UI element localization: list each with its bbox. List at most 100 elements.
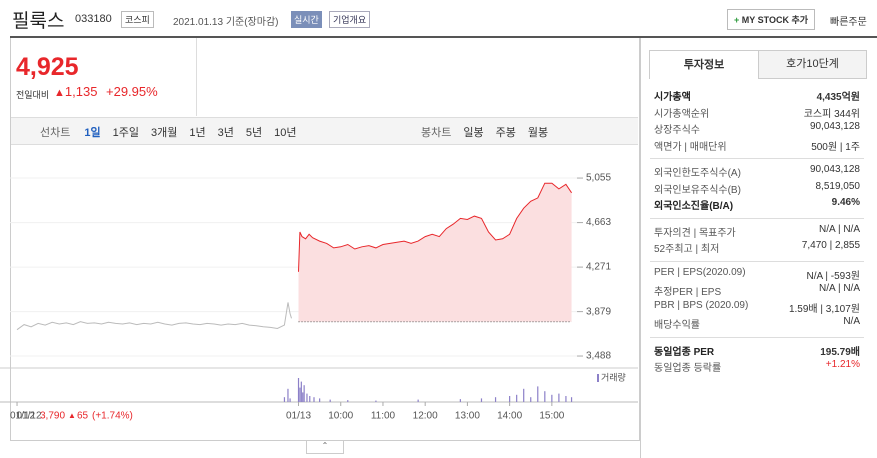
info-value: N/A | N/A bbox=[819, 283, 860, 294]
orderbook-tab[interactable]: 호가10단계 bbox=[758, 50, 867, 79]
info-value: N/A bbox=[843, 316, 860, 327]
y-tick-label: 5,055 bbox=[586, 173, 611, 184]
info-label: 투자의견 | 목표주가 bbox=[654, 227, 736, 239]
current-price: 4,925 bbox=[16, 53, 79, 81]
info-row: 추정PER | EPS N/A | N/A bbox=[654, 283, 860, 299]
header-rule bbox=[10, 36, 877, 38]
divider bbox=[196, 38, 197, 116]
section-rule bbox=[650, 336, 864, 338]
info-label: 외국인보유주식수(B) bbox=[654, 184, 741, 196]
volume-bar bbox=[570, 397, 573, 402]
volume-bar bbox=[319, 398, 321, 402]
x-tick-label: 13:00 bbox=[455, 411, 480, 422]
tab-label: 선차트 bbox=[40, 127, 71, 139]
tab-label: 봉차트 bbox=[421, 127, 452, 139]
period-tab[interactable]: 3년 bbox=[217, 127, 234, 139]
section-rule bbox=[650, 260, 864, 262]
period-tab[interactable]: 1년 bbox=[189, 127, 206, 139]
volume-bar bbox=[313, 397, 315, 402]
volume-bar bbox=[309, 396, 311, 402]
volume-bar bbox=[551, 394, 553, 402]
info-label: 상장주식수 bbox=[654, 125, 700, 136]
volume-bar bbox=[544, 391, 546, 402]
info-label: 동일업종 등락률 bbox=[654, 363, 722, 374]
info-label: 52주최고 | 최저 bbox=[654, 244, 720, 255]
footer-change: 65 bbox=[77, 411, 89, 422]
y-tick-label: 4,271 bbox=[586, 262, 611, 273]
info-value: 8,519,050 bbox=[815, 180, 861, 192]
period-tab[interactable]: 3개월 bbox=[150, 127, 178, 139]
volume-bar bbox=[530, 397, 532, 402]
mystock-text: MY STOCK 추가 bbox=[741, 15, 809, 25]
candle-tab[interactable]: 월봉 bbox=[527, 127, 549, 139]
period-tab[interactable]: 1주일 bbox=[112, 127, 139, 139]
volume-bar bbox=[480, 398, 483, 402]
info-value: 7,470 | 2,855 bbox=[801, 240, 860, 251]
date: 2021.01.13 기준(장마감) bbox=[173, 17, 279, 28]
info-value: N/A | N/A bbox=[819, 223, 860, 235]
volume-legend-swatch bbox=[597, 374, 599, 382]
period-tab[interactable]: 10년 bbox=[274, 127, 297, 139]
info-row: 상장주식수 90,043,128 bbox=[654, 121, 860, 137]
candle-tab[interactable]: 일봉 bbox=[463, 127, 484, 139]
volume-bar bbox=[417, 399, 419, 402]
tab-bar bbox=[11, 117, 638, 145]
volume-bar bbox=[287, 388, 289, 402]
quick-order[interactable]: 빠른주문 bbox=[830, 17, 867, 28]
footer-close: 3,790 bbox=[40, 411, 65, 422]
candle-tab[interactable]: 주봉 bbox=[495, 127, 516, 139]
x-tick-label: 10:00 bbox=[328, 411, 353, 422]
info-row: 시가총액 4,435억원 bbox=[654, 88, 860, 104]
volume-bar bbox=[297, 378, 300, 402]
info-row: 외국인보유주식수(B) 8,519,050 bbox=[654, 181, 860, 197]
info-panel bbox=[640, 38, 877, 458]
volume-bar bbox=[303, 385, 305, 402]
footer-arrow: ▲ bbox=[68, 411, 76, 420]
volume-bar bbox=[283, 397, 286, 402]
change: ▲1,135 bbox=[54, 84, 98, 99]
volume-bar bbox=[300, 381, 302, 402]
volume-bar bbox=[509, 396, 511, 402]
info-label: 시가총액 bbox=[654, 92, 691, 103]
x-tick-label: 11:00 bbox=[371, 411, 396, 422]
info-value: 9.46% bbox=[831, 197, 860, 208]
volume-bar bbox=[494, 397, 497, 402]
info-row: 외국인한도주식수(A) 90,043,128 bbox=[654, 164, 860, 180]
info-label: 외국인소진율(B/A) bbox=[654, 201, 734, 212]
info-row: 52주최고 | 최저 7,470 | 2,855 bbox=[654, 240, 860, 256]
period-tab[interactable]: 1일 bbox=[84, 127, 101, 139]
y-tick-label: 3,488 bbox=[586, 351, 611, 362]
info-tab[interactable]: 투자정보 bbox=[649, 50, 759, 79]
volume-bar bbox=[299, 387, 301, 402]
volume-bar bbox=[306, 393, 308, 402]
x-tick-label: 01/12 bbox=[17, 411, 42, 422]
section-rule bbox=[650, 158, 864, 159]
info-value: 195.79배 bbox=[820, 346, 860, 358]
info-row: 동일업종 등락률 +1.21% bbox=[654, 359, 860, 375]
footer-date: 01/12 bbox=[10, 411, 35, 422]
realtime-badge[interactable]: 실시간 bbox=[291, 11, 322, 28]
mystock-button[interactable]: + MY STOCK 추가 bbox=[727, 9, 816, 30]
dropdown[interactable]: 기업개요 bbox=[329, 11, 371, 28]
collapse-button[interactable]: ⌃ bbox=[306, 441, 344, 454]
info-label: 액면가 | 매매단위 bbox=[654, 141, 727, 153]
volume-bar bbox=[289, 398, 291, 402]
change-value: 1,135 bbox=[64, 84, 98, 99]
change-label: 전일대비 bbox=[16, 90, 50, 100]
info-row: PBR | BPS (2020.09) 1.59배 | 3,107원 bbox=[654, 300, 860, 316]
info-value: 90,043,128 bbox=[809, 121, 860, 132]
x-tick-label: 14:00 bbox=[497, 411, 522, 422]
candle-tabs: 봉차트 일봉 주봉 월봉 bbox=[421, 124, 560, 140]
stock-code: 033180 bbox=[75, 13, 112, 25]
info-row: 동일업종 PER 195.79배 bbox=[654, 343, 860, 359]
info-row: PER | EPS(2020.09) N/A | -593원 bbox=[654, 267, 860, 283]
period-tab[interactable]: 5년 bbox=[245, 127, 263, 139]
info-label: PBR | BPS (2020.09) bbox=[654, 299, 749, 311]
volume-bar bbox=[329, 399, 331, 402]
volume-bar bbox=[523, 388, 525, 402]
volume-bar bbox=[537, 386, 539, 402]
info-label: 추정PER | EPS bbox=[654, 287, 722, 298]
volume-bar bbox=[459, 399, 461, 402]
stock-name: 필룩스 bbox=[12, 11, 65, 32]
